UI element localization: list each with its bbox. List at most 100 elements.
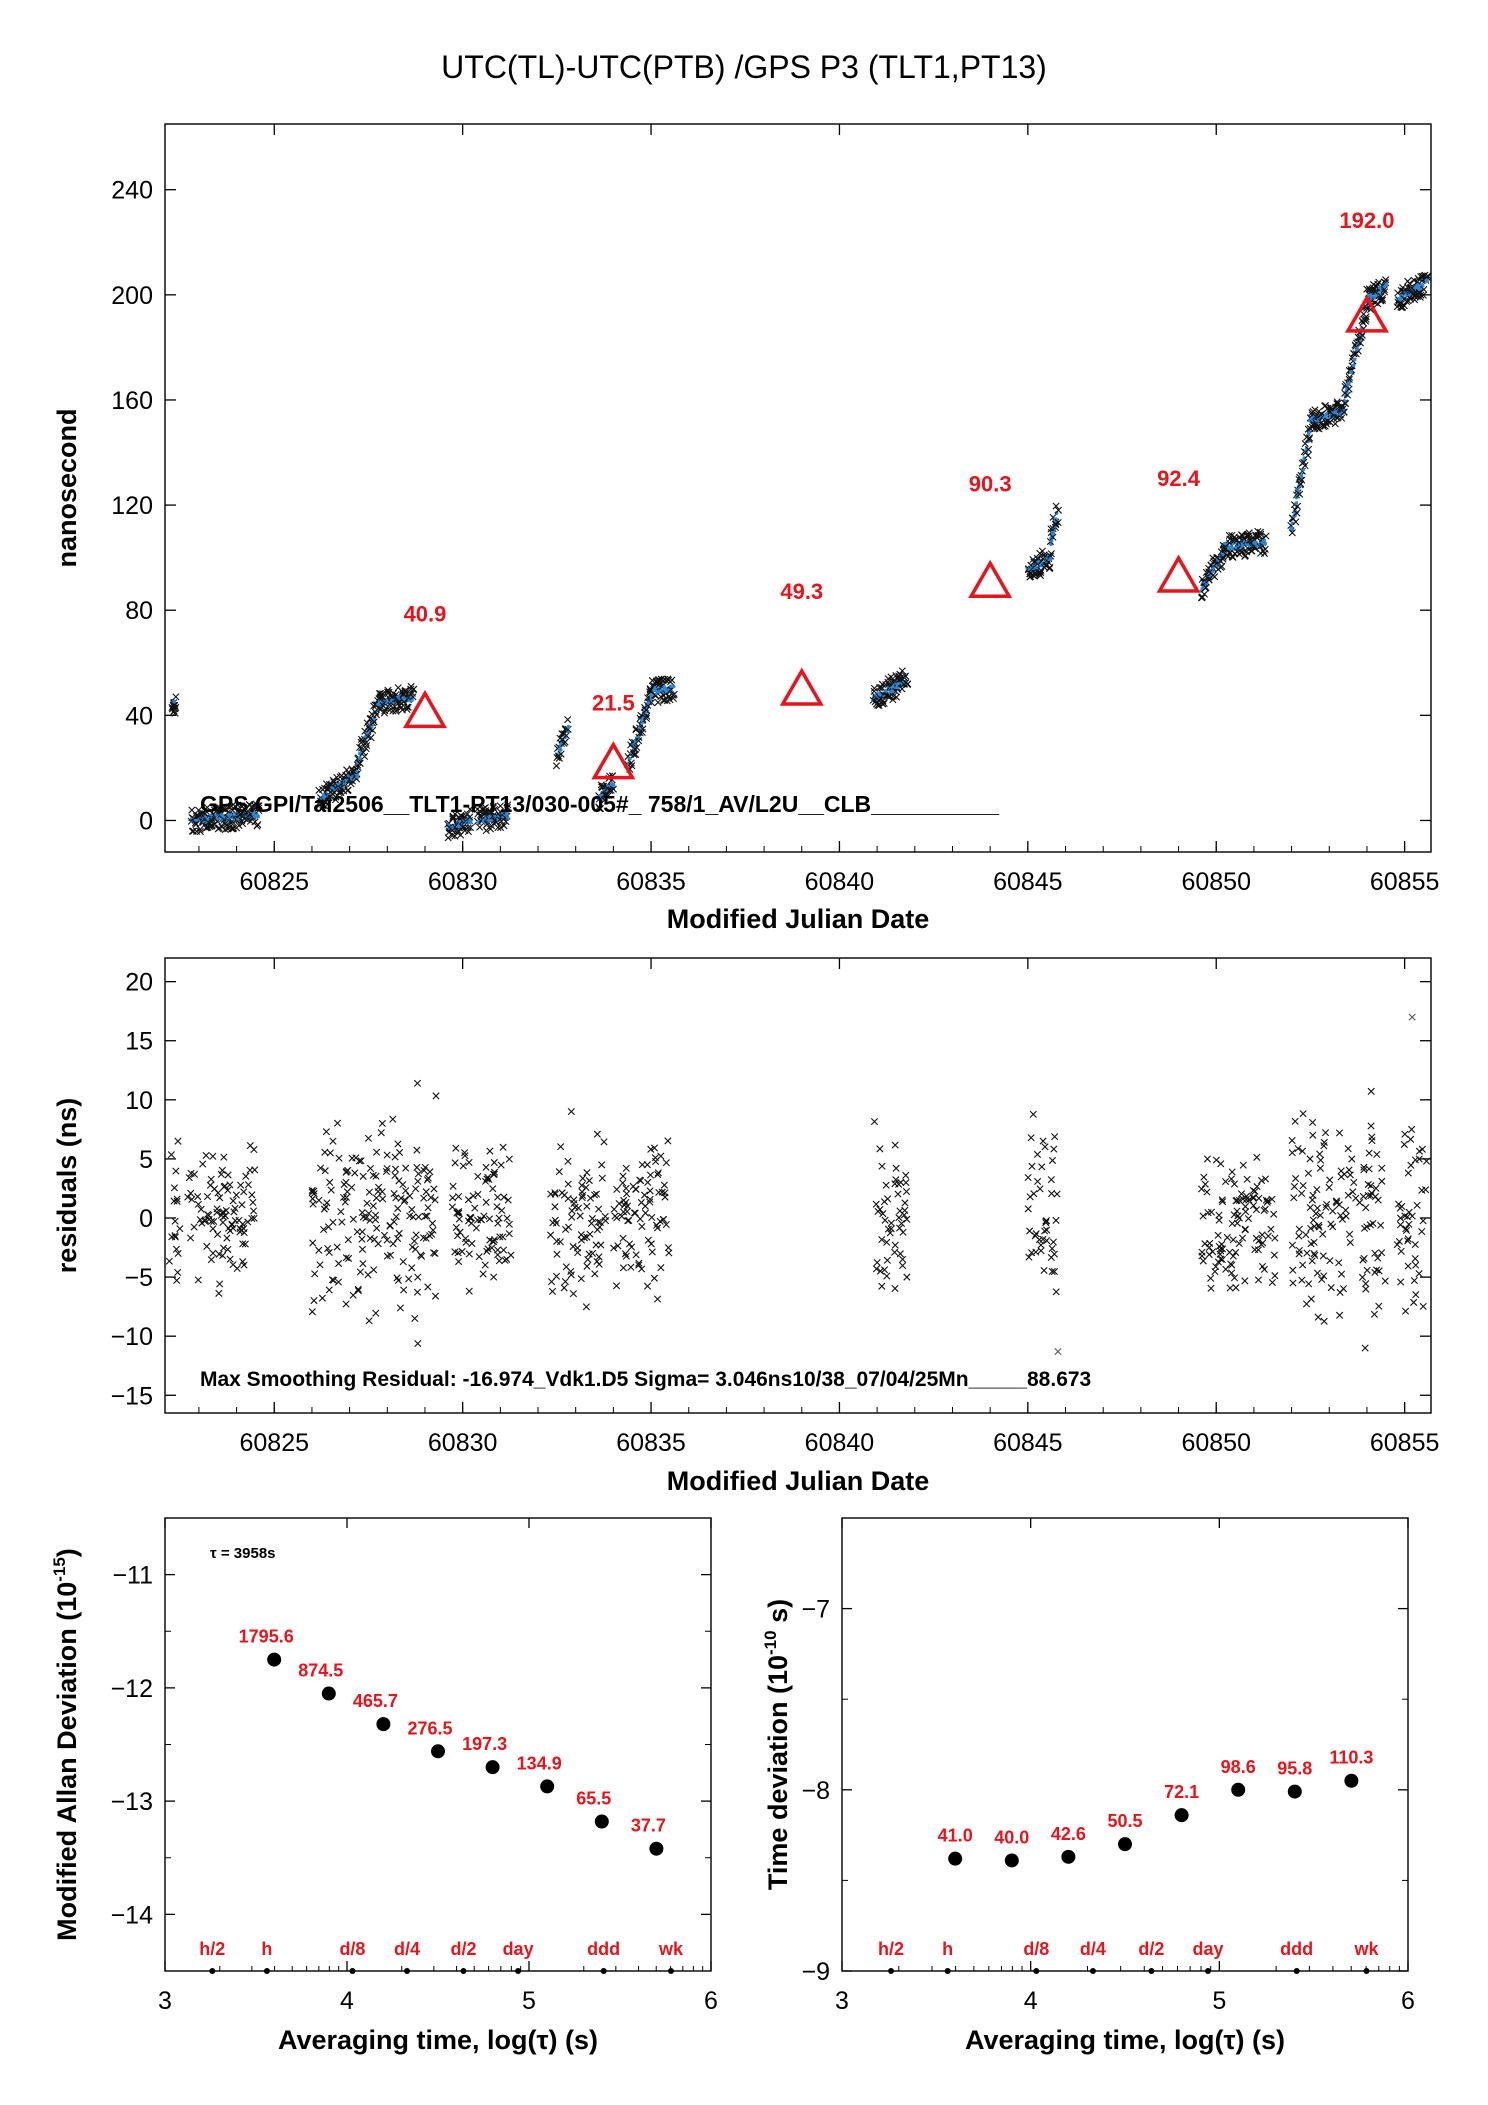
residual-point — [383, 1151, 391, 1159]
residual-point — [1309, 1118, 1317, 1127]
data-point — [466, 824, 475, 832]
residual-point — [421, 1212, 429, 1220]
residual-point — [547, 1278, 556, 1286]
fit-point — [1349, 370, 1353, 374]
residual-point — [876, 1267, 885, 1275]
residual-point — [427, 1193, 435, 1202]
x-tick-label: 5 — [522, 1987, 536, 2015]
residual-outlier — [1054, 1347, 1062, 1356]
residual-point — [1255, 1194, 1263, 1202]
residual-point — [1039, 1235, 1047, 1243]
residual-point — [610, 1205, 618, 1213]
residual-point — [174, 1249, 182, 1257]
residual-point — [1335, 1259, 1343, 1267]
residual-point — [1209, 1248, 1217, 1256]
y-tick-label: −14 — [111, 1901, 154, 1929]
residual-point — [1048, 1244, 1056, 1253]
data-point — [321, 798, 330, 807]
residual-point — [1395, 1200, 1403, 1208]
deviation-label: 40.0 — [994, 1827, 1029, 1847]
residual-point — [1404, 1169, 1412, 1177]
residual-point — [1241, 1277, 1249, 1285]
y-tick-label: 0 — [139, 807, 153, 835]
residual-point — [1042, 1217, 1051, 1225]
residual-point — [185, 1174, 193, 1182]
residual-point — [568, 1207, 576, 1215]
data-point — [199, 809, 207, 818]
fit-point — [1263, 541, 1267, 546]
residual-point — [244, 1181, 252, 1189]
residual-point — [379, 1195, 387, 1203]
residual-point — [339, 1193, 348, 1202]
residual-point — [629, 1182, 637, 1190]
residual-point — [216, 1280, 224, 1288]
residual-point — [452, 1144, 460, 1152]
data-point — [382, 704, 390, 712]
deviation-point — [540, 1779, 555, 1794]
residual-point — [1049, 1238, 1057, 1246]
residual-point — [203, 1242, 211, 1250]
data-point — [403, 705, 411, 714]
residual-point — [644, 1178, 652, 1186]
residual-point — [1358, 1273, 1367, 1281]
residual-point — [448, 1203, 456, 1211]
residual-point — [1396, 1221, 1405, 1229]
y-tick-label: 5 — [139, 1146, 153, 1174]
data-point — [319, 802, 327, 810]
residual-point — [229, 1197, 237, 1205]
residual-point — [655, 1188, 663, 1197]
residual-point — [209, 1152, 217, 1160]
residual-point — [902, 1187, 911, 1196]
residual-point — [394, 1140, 402, 1148]
residual-point — [896, 1250, 904, 1258]
residual-point — [1299, 1261, 1307, 1269]
data-point — [359, 749, 367, 757]
data-point — [384, 686, 392, 694]
fit-point — [1054, 517, 1058, 522]
residual-point — [395, 1229, 403, 1237]
residual-point — [886, 1229, 894, 1237]
x-axis-label: Averaging time, log(τ) (s) — [965, 2025, 1285, 2055]
residual-point — [413, 1079, 422, 1087]
residual-point — [883, 1272, 891, 1280]
residual-point — [342, 1300, 350, 1308]
residual-point — [406, 1192, 414, 1200]
data-point — [1343, 391, 1351, 399]
residual-point — [213, 1230, 222, 1238]
deviation-label: 276.5 — [407, 1718, 452, 1738]
residual-point — [878, 1162, 886, 1170]
residual-point — [1372, 1184, 1380, 1192]
main-frame — [164, 123, 1432, 853]
residual-point — [226, 1181, 234, 1189]
residual-point — [474, 1172, 482, 1181]
data-point — [172, 703, 180, 711]
residual-point — [1048, 1189, 1056, 1198]
residual-point — [1295, 1225, 1303, 1233]
residual-point — [429, 1226, 437, 1234]
residual-point — [246, 1166, 254, 1174]
residual-point — [1312, 1210, 1320, 1218]
residual-point — [420, 1194, 428, 1202]
residual-point — [358, 1245, 367, 1253]
residual-point — [454, 1232, 462, 1240]
residual-point — [413, 1163, 421, 1172]
residual-point — [424, 1204, 432, 1212]
residual-point — [389, 1115, 397, 1123]
residual-point — [465, 1250, 473, 1258]
x-tick-label: 60845 — [993, 868, 1063, 896]
residual-point — [458, 1247, 466, 1256]
residual-point — [209, 1225, 217, 1233]
residual-point — [400, 1286, 408, 1294]
residual-point — [1302, 1231, 1310, 1239]
residual-point — [199, 1160, 207, 1168]
residual-point — [1249, 1194, 1257, 1202]
residual-point — [389, 1240, 397, 1248]
data-point — [1405, 279, 1414, 288]
residual-point — [359, 1260, 367, 1268]
residual-point — [364, 1134, 373, 1142]
y-tick-label: 240 — [111, 177, 153, 205]
residual-point — [1402, 1226, 1411, 1235]
residual-point — [627, 1263, 635, 1271]
residual-point — [590, 1191, 599, 1199]
residual-point — [1215, 1211, 1223, 1219]
